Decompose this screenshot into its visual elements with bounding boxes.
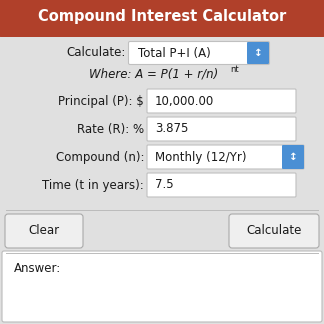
FancyBboxPatch shape (229, 214, 319, 248)
FancyBboxPatch shape (147, 173, 296, 197)
FancyBboxPatch shape (147, 117, 296, 141)
Text: Monthly (12/Yr): Monthly (12/Yr) (155, 151, 247, 164)
Text: Rate (R): %: Rate (R): % (77, 122, 144, 135)
Text: Calculate: Calculate (246, 225, 302, 237)
Text: ↕: ↕ (289, 152, 297, 162)
Text: 10,000.00: 10,000.00 (155, 95, 214, 108)
FancyBboxPatch shape (282, 145, 304, 169)
FancyBboxPatch shape (0, 0, 324, 37)
Text: Time (t in years):: Time (t in years): (42, 179, 144, 191)
Bar (1, 16, 323, 33)
FancyBboxPatch shape (147, 145, 304, 169)
Text: Principal (P): $: Principal (P): $ (58, 95, 144, 108)
Text: nt: nt (230, 65, 238, 75)
FancyBboxPatch shape (5, 214, 83, 248)
Text: Compound (n):: Compound (n): (55, 151, 144, 164)
Text: Answer:: Answer: (14, 262, 61, 275)
Text: Clear: Clear (29, 225, 60, 237)
Text: Where: A = P(1 + r/n): Where: A = P(1 + r/n) (89, 67, 219, 80)
FancyBboxPatch shape (2, 251, 322, 322)
Text: Calculate:: Calculate: (67, 47, 126, 60)
FancyBboxPatch shape (147, 89, 296, 113)
Text: 3.875: 3.875 (155, 122, 188, 135)
FancyBboxPatch shape (247, 42, 269, 64)
Text: 7.5: 7.5 (155, 179, 174, 191)
Text: ↕: ↕ (254, 48, 262, 58)
FancyBboxPatch shape (129, 41, 270, 64)
Text: Total P+I (A): Total P+I (A) (138, 47, 211, 60)
Text: Compound Interest Calculator: Compound Interest Calculator (38, 9, 286, 25)
